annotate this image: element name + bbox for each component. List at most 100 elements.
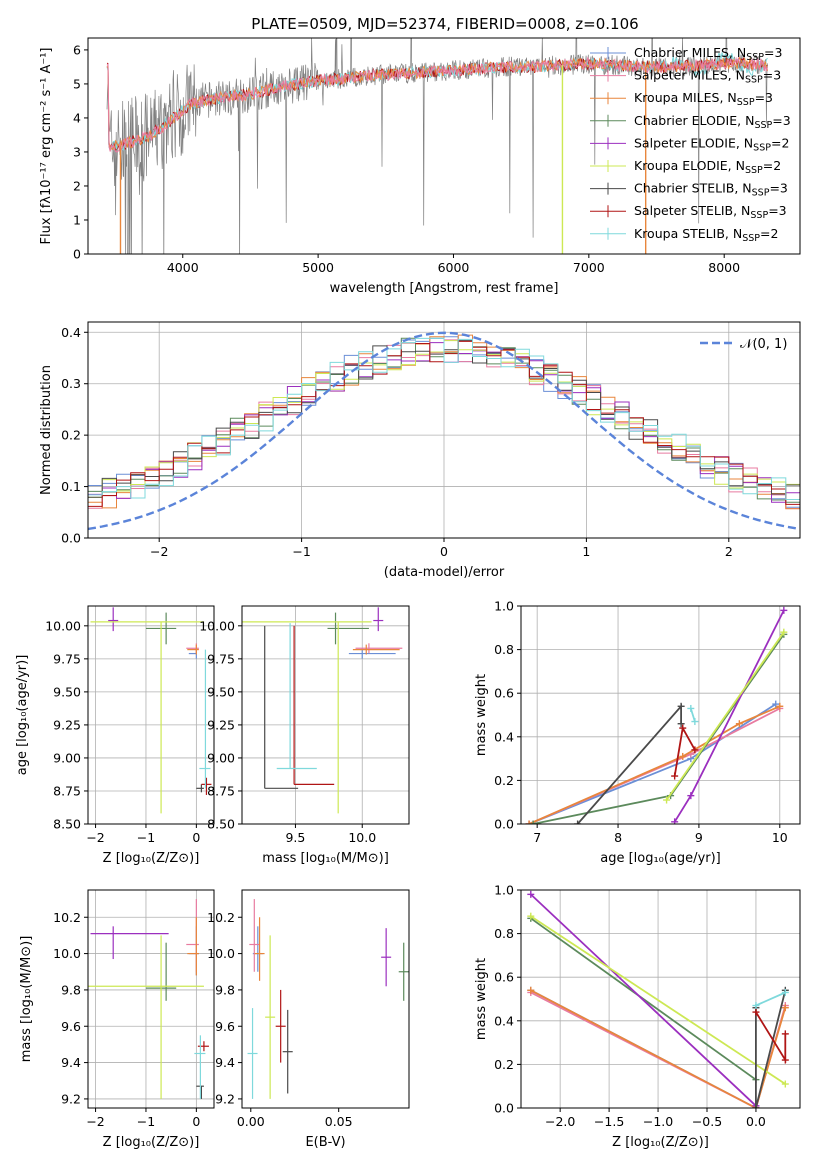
x-axis-label: Z [log₁₀(Z/Z⊙)] xyxy=(103,851,200,866)
series-kroupa_stelib xyxy=(752,988,789,1010)
x-tick-label: 0 xyxy=(192,1114,200,1129)
errorbar-kroupa_miles xyxy=(187,917,199,976)
errorbar-chabrier_elodie xyxy=(327,612,369,645)
series-kroupa_miles xyxy=(525,702,784,824)
x-tick-label: 0.00 xyxy=(237,1114,265,1129)
series-line xyxy=(530,893,757,1107)
y-tick-label: 9.2 xyxy=(61,1091,81,1106)
errorbar-salpeter_stelib xyxy=(197,1041,209,1052)
y-tick-label: 0.0 xyxy=(61,531,81,546)
errorbar-salpeter_stelib xyxy=(275,989,286,1063)
y-tick-label: 9.4 xyxy=(61,1055,81,1070)
series-kroupa_stelib xyxy=(687,704,699,726)
y-tick-label: 0.4 xyxy=(494,729,514,744)
panel-6: −2 −1 0 9.2 9.4 9.6 9.8 10.0 10.2 Z [log₁₀(Z/Z⊙)]… xyxy=(19,889,215,1150)
errorbar-salpeter_miles xyxy=(186,643,199,654)
plot-area xyxy=(521,606,800,824)
errorbar-chabrier_miles xyxy=(348,648,396,659)
x-tick-label: 10.0 xyxy=(348,830,376,845)
y-tick-label: 10.2 xyxy=(207,910,235,925)
y-tick-label: 0.2 xyxy=(61,428,81,443)
normal-curve xyxy=(88,331,800,531)
plot-area xyxy=(106,38,768,254)
y-tick-label: 0.6 xyxy=(494,970,514,985)
x-tick-label: 0.05 xyxy=(325,1114,353,1129)
errorbar-chabrier_elodie xyxy=(398,942,409,1001)
y-tick-label: 9.25 xyxy=(53,717,81,732)
data-spectrum xyxy=(106,38,768,254)
errorbar-salpeter_elodie xyxy=(381,928,392,987)
legend-label-kroupa_elodie: Kroupa ELODIE, NSSP=2 xyxy=(634,158,781,176)
histogram-kroupa_stelib xyxy=(88,337,800,500)
y-tick-label: 2 xyxy=(73,178,81,193)
series-chabrier_elodie xyxy=(529,630,788,824)
panel-3: −2 −1 0 8.50 8.75 9.00 9.25 9.50 9.75 10.00 Z [log… xyxy=(15,605,215,866)
y-tick-label: 10.00 xyxy=(199,618,235,633)
y-tick-label: 8.75 xyxy=(207,783,235,798)
series-kroupa_elodie xyxy=(527,912,789,1088)
errorbar-salpeter_stelib xyxy=(293,625,335,785)
errorbar-kroupa_elodie xyxy=(242,621,372,814)
y-tick-label: 8.50 xyxy=(53,817,81,832)
legend-label-chabrier_stelib: Chabrier STELIB, NSSP=3 xyxy=(634,181,788,199)
y-tick-label: 9.6 xyxy=(61,1019,81,1034)
y-tick-label: 10.2 xyxy=(53,910,81,925)
errorbar-kroupa_miles xyxy=(254,917,265,981)
plot-area xyxy=(247,899,409,1099)
errorbar-kroupa_miles xyxy=(187,644,199,655)
errorbar-chabrier_stelib xyxy=(264,625,299,789)
legend-label-salpeter_miles: Salpeter MILES, NSSP=3 xyxy=(634,68,781,86)
errorbar-chabrier_stelib xyxy=(196,784,204,793)
x-tick-label: 2 xyxy=(725,544,733,559)
y-tick-label: 5 xyxy=(73,76,81,91)
y-tick-label: 0.4 xyxy=(494,1013,514,1028)
x-tick-label: 8000 xyxy=(708,260,740,275)
errorbar-salpeter_elodie xyxy=(108,607,119,632)
x-tick-label: −1 xyxy=(292,544,310,559)
errorbar-kroupa_stelib xyxy=(199,649,211,789)
x-tick-label: −2 xyxy=(150,544,168,559)
errorbar-kroupa_stelib xyxy=(247,1008,258,1099)
y-tick-label: 0.2 xyxy=(494,1057,514,1072)
y-axis-label: age [log₁₀(age/yr)] xyxy=(15,655,30,776)
x-tick-label: 1 xyxy=(582,544,590,559)
y-tick-label: 6 xyxy=(73,42,81,57)
y-tick-label: 9.75 xyxy=(53,651,81,666)
panel-4: 9.5 10.0 8.50 8.75 9.00 9.25 9.50 9.75 10.00 mass… xyxy=(199,605,410,866)
axes-frame xyxy=(87,605,215,825)
x-axis-label: (data-model)/error xyxy=(384,565,505,580)
y-axis-label: Flux [fλ10⁻¹⁷ erg cm⁻² s⁻¹ A⁻¹] xyxy=(39,48,54,245)
y-tick-label: 9.4 xyxy=(215,1055,235,1070)
legend: Chabrier MILES, NSSP=3 Salpeter MILES, NS… xyxy=(590,45,791,244)
figure-title: PLATE=0509, MJD=52374, FIBERID=0008, z=0… xyxy=(251,15,638,33)
series-chabrier_stelib xyxy=(574,702,685,824)
y-tick-label: 9.50 xyxy=(53,684,81,699)
errorbar-kroupa_stelib xyxy=(194,1035,206,1099)
y-tick-label: 0.3 xyxy=(61,376,81,391)
x-tick-label: 0 xyxy=(192,830,200,845)
errorbar-salpeter_miles xyxy=(355,643,403,654)
y-tick-label: 10.0 xyxy=(207,946,235,961)
y-tick-label: 9.25 xyxy=(207,717,235,732)
model-spectrum-kroupa_miles xyxy=(106,56,768,151)
axes-frame xyxy=(87,889,215,1109)
y-tick-label: 9.8 xyxy=(61,982,81,997)
y-tick-label: 0.6 xyxy=(494,686,514,701)
y-tick-label: 9.2 xyxy=(215,1091,235,1106)
y-tick-label: 0.0 xyxy=(494,1101,514,1116)
series-line xyxy=(532,633,785,824)
x-tick-label: 7000 xyxy=(573,260,605,275)
y-tick-label: 10.00 xyxy=(45,618,81,633)
panel-2: −2 −1 0 1 2 0.0 0.1 0.2 0.3 0.4 (data-model)/error… xyxy=(39,321,801,580)
y-tick-label: 4 xyxy=(73,110,81,125)
y-tick-label: 9.00 xyxy=(53,750,81,765)
x-axis-label: E(B-V) xyxy=(305,1135,345,1150)
legend-label-salpeter_stelib: Salpeter STELIB, NSSP=3 xyxy=(634,203,787,221)
axes-frame xyxy=(87,37,801,255)
x-tick-label: 7 xyxy=(533,830,541,845)
x-tick-label: 10 xyxy=(772,830,788,845)
y-tick-label: 1 xyxy=(73,212,81,227)
plot-area xyxy=(88,890,214,1108)
